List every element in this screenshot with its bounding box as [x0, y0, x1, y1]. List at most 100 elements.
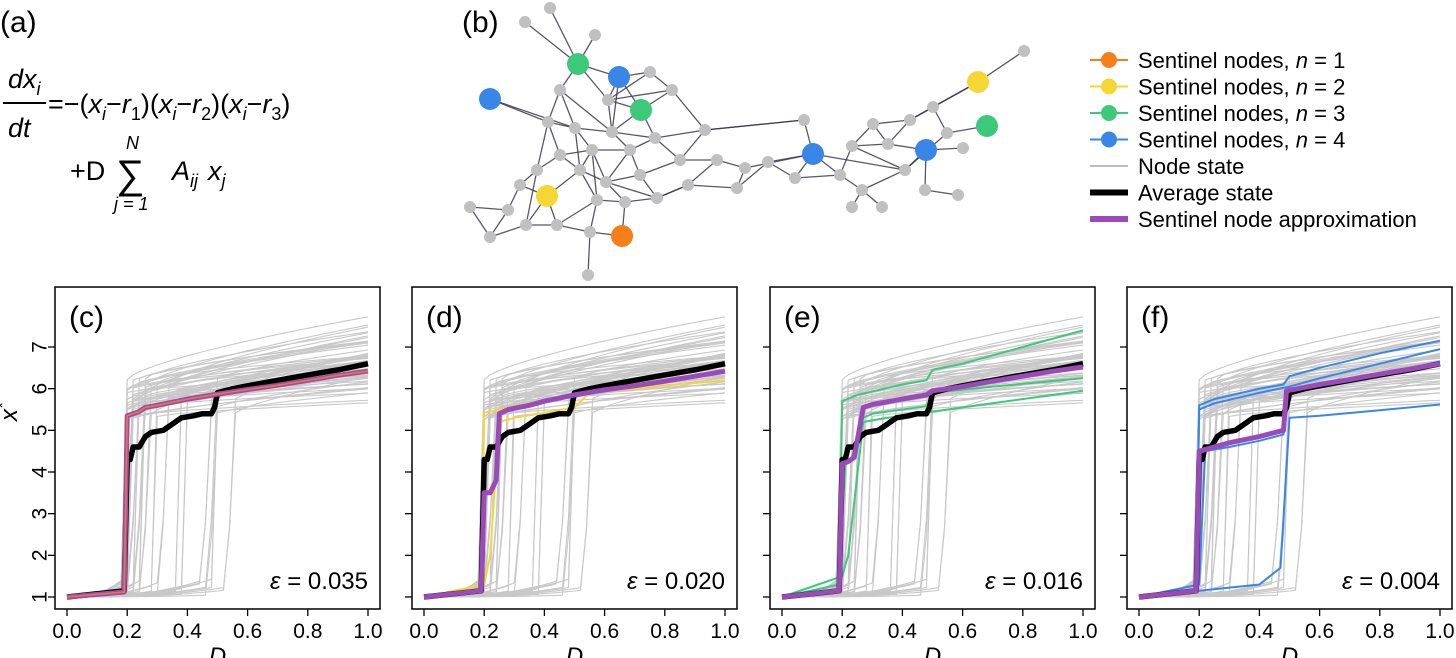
average-state-line — [423, 361, 726, 600]
x-axis-label: D — [209, 643, 226, 658]
network-node — [711, 154, 723, 166]
sentinel-approximation-line — [1138, 361, 1441, 600]
network-node — [731, 182, 743, 194]
eq-token: − — [106, 89, 122, 119]
network-node — [569, 122, 581, 134]
node-state-line — [424, 335, 726, 598]
x-tick-label: 0.6 — [590, 620, 619, 643]
node-state-line — [1139, 335, 1441, 598]
chart-lines — [781, 316, 1084, 600]
sentinel-node-n4 — [915, 139, 937, 161]
network-edge — [587, 231, 591, 276]
network-node — [789, 172, 801, 184]
sentinel-node-line — [781, 389, 1084, 598]
eq-token: x — [227, 89, 244, 119]
sentinel-node-n2 — [536, 185, 558, 207]
eq-token: i — [102, 104, 107, 124]
network-node — [798, 114, 810, 126]
x-tick-label: 0.6 — [1305, 620, 1334, 643]
network-node — [682, 179, 694, 191]
chart-lines — [66, 316, 369, 600]
eq-token: 1 — [131, 104, 141, 124]
x-tick-label: 0.8 — [1008, 620, 1037, 643]
node-state-line — [67, 376, 369, 598]
network-node — [846, 201, 858, 213]
x-tick-label: 1.0 — [1068, 620, 1097, 643]
node-state-line — [424, 332, 726, 598]
network-node — [519, 16, 531, 28]
x-tick-label: 1.0 — [710, 620, 739, 643]
eq-token: r — [192, 89, 202, 119]
network-edge — [469, 206, 491, 238]
x-tick-label: 0.4 — [888, 620, 918, 643]
legend-marker — [1101, 131, 1117, 148]
sentinel-node-n3 — [567, 53, 589, 75]
panel-b-label: (b) — [462, 6, 499, 39]
panel-b: (b) — [462, 2, 1030, 281]
charts: (c) ε = 0.035 0.0 0.2 0.4 0.6 0.8 1.0 D 1 2 3 4 5 6 7 x*… — [0, 286, 1455, 658]
network-edge — [851, 145, 906, 171]
network-node — [484, 231, 496, 243]
network-edge — [536, 121, 549, 171]
network-node — [666, 84, 678, 96]
panel-label: (c) — [69, 301, 104, 334]
node-state-line — [67, 392, 369, 598]
network-node — [584, 226, 596, 238]
eq-token: i — [243, 104, 248, 124]
x-tick-label: 0.2 — [1185, 620, 1214, 643]
x-tick-label: 1.0 — [353, 620, 382, 643]
legend-label: Sentinel nodes, n = 1 — [1138, 48, 1345, 73]
legend-item: Sentinel nodes, n = 4 — [1090, 128, 1345, 153]
epsilon-annotation: ε = 0.016 — [985, 568, 1083, 595]
network-node — [699, 124, 711, 136]
network-edge — [489, 98, 576, 129]
network-node — [554, 149, 566, 161]
x-tick-label: 0.0 — [1124, 620, 1153, 643]
y-tick-label: 5 — [29, 424, 52, 436]
x-axis-label: D — [1281, 643, 1298, 658]
network-node — [624, 144, 636, 156]
network-node — [574, 164, 586, 176]
network-node — [591, 194, 603, 206]
chart-lines — [1138, 316, 1441, 600]
network-node — [602, 94, 614, 106]
chart-lines — [423, 316, 726, 600]
chart-panel-f: (f) ε = 0.004 0.0 0.2 0.4 0.6 0.8 1.0 D — [1120, 286, 1455, 658]
network-edge — [687, 184, 738, 189]
node-state-line — [1139, 332, 1441, 598]
chart-panel-e: (e) ε = 0.016 0.0 0.2 0.4 0.6 0.8 1.0 D — [763, 286, 1098, 658]
network-node — [649, 132, 661, 144]
y-tick-label: 1 — [29, 591, 52, 603]
network-node — [957, 142, 969, 154]
sentinel-node-n2 — [967, 71, 989, 93]
network-node — [952, 189, 964, 201]
legend-label: Node state — [1138, 154, 1244, 179]
eq-lhs-denominator: dt — [8, 113, 32, 143]
x-axis-label: D — [566, 643, 583, 658]
legend-item: Sentinel nodes, n = 2 — [1090, 75, 1345, 100]
y-tick-label: 6 — [29, 383, 52, 395]
node-state-line — [782, 376, 1084, 598]
sentinel-node-n4 — [608, 66, 630, 88]
network-node — [674, 154, 686, 166]
network-node — [531, 164, 543, 176]
network-node — [882, 138, 894, 150]
legend-label: Sentinel nodes, n = 4 — [1138, 128, 1345, 153]
network-node — [876, 201, 888, 213]
eq-token: − — [176, 89, 192, 119]
network-node — [919, 184, 931, 196]
network-edges — [469, 7, 1025, 276]
network-node — [941, 127, 953, 139]
network-node — [739, 162, 751, 174]
node-state-line — [1139, 376, 1441, 598]
eq-token: )( — [211, 89, 229, 119]
network-edge — [591, 149, 598, 201]
eq-token: − — [247, 89, 263, 119]
average-state-line — [66, 361, 369, 600]
network-node — [464, 201, 476, 213]
eq-token: 3 — [271, 104, 281, 124]
y-tick-label: 2 — [29, 549, 52, 561]
network-edge — [489, 224, 527, 238]
